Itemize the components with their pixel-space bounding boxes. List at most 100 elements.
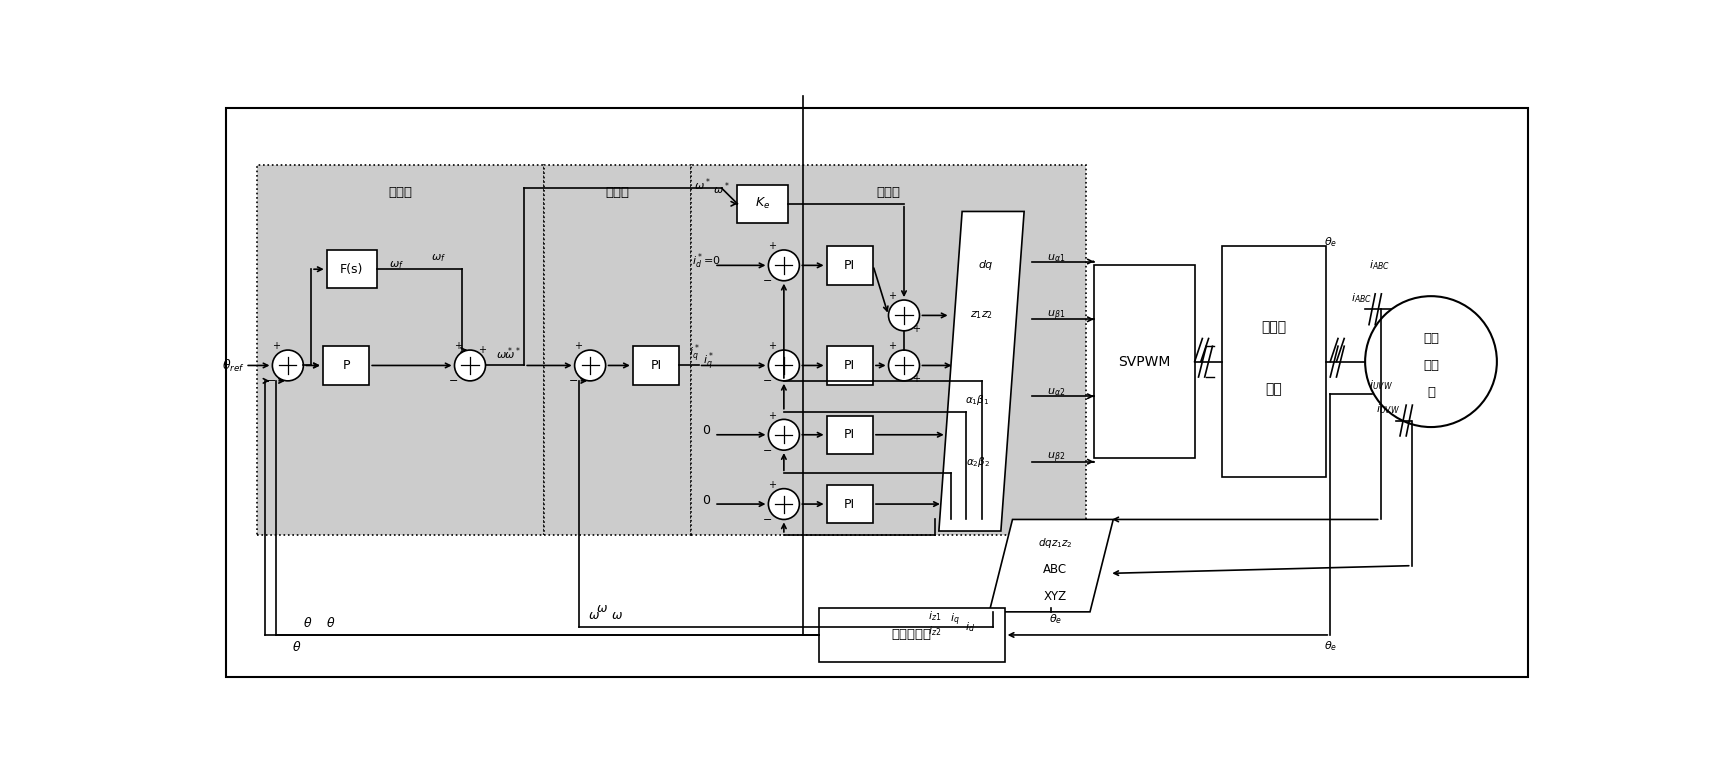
Text: $\theta$: $\theta$ (326, 616, 336, 630)
Text: +: + (888, 341, 896, 351)
Text: $i_d$: $i_d$ (965, 620, 975, 634)
Circle shape (768, 488, 799, 519)
Text: $\theta_e$: $\theta_e$ (1323, 639, 1337, 653)
Circle shape (768, 420, 799, 450)
Circle shape (768, 350, 799, 381)
Text: $\omega$: $\omega$ (588, 609, 600, 622)
Text: 旋转变压器: 旋转变压器 (891, 628, 932, 642)
Text: $i_d^*$=0: $i_d^*$=0 (692, 252, 720, 272)
Circle shape (768, 250, 799, 281)
Text: $-$: $-$ (266, 375, 276, 385)
Text: $i_q^*$: $i_q^*$ (689, 343, 701, 365)
Text: 变器: 变器 (1265, 382, 1282, 396)
Text: +: + (768, 341, 776, 351)
Text: $u_{\alpha1}$: $u_{\alpha1}$ (1047, 252, 1066, 264)
FancyBboxPatch shape (632, 346, 679, 385)
FancyBboxPatch shape (826, 485, 872, 523)
Circle shape (273, 350, 303, 381)
Text: 0: 0 (703, 494, 710, 507)
Text: $u_{\beta1}$: $u_{\beta1}$ (1047, 308, 1066, 323)
FancyBboxPatch shape (322, 346, 369, 385)
Text: PI: PI (845, 428, 855, 441)
Text: SVPWM: SVPWM (1118, 354, 1171, 368)
Circle shape (454, 350, 485, 381)
Text: $\omega^*$: $\omega^*$ (694, 176, 711, 193)
Text: 0: 0 (703, 424, 710, 437)
Text: 机: 机 (1428, 386, 1435, 399)
Text: 位置环: 位置环 (389, 186, 413, 199)
Text: +: + (912, 375, 920, 385)
Text: $-$: $-$ (761, 513, 771, 523)
Circle shape (574, 350, 605, 381)
Text: 速度环: 速度环 (605, 186, 629, 199)
Text: $K_e$: $K_e$ (754, 197, 770, 211)
Circle shape (888, 350, 919, 381)
FancyBboxPatch shape (543, 166, 691, 535)
FancyBboxPatch shape (826, 246, 872, 285)
Text: PI: PI (845, 498, 855, 511)
Text: +: + (768, 480, 776, 490)
Text: $\omega^*$: $\omega^*$ (504, 346, 521, 362)
Text: +: + (768, 410, 776, 420)
Text: $i_q$: $i_q$ (950, 611, 960, 628)
Text: $u_{\alpha2}$: $u_{\alpha2}$ (1047, 386, 1066, 399)
Text: +: + (768, 241, 776, 251)
Text: ABC: ABC (1044, 563, 1068, 576)
Text: $\omega_f$: $\omega_f$ (432, 252, 447, 264)
Text: $-$: $-$ (761, 274, 771, 284)
Text: $\alpha_2\beta_2$: $\alpha_2\beta_2$ (965, 454, 989, 469)
FancyBboxPatch shape (737, 184, 788, 223)
FancyBboxPatch shape (1094, 265, 1195, 458)
Text: +: + (478, 345, 485, 355)
Text: $i_{UVW}$: $i_{UVW}$ (1376, 402, 1400, 416)
Text: +: + (273, 341, 281, 351)
Text: $\theta_e$: $\theta_e$ (1049, 613, 1061, 626)
Text: $\theta_e$: $\theta_e$ (1323, 235, 1337, 249)
Text: $\theta$: $\theta$ (303, 616, 312, 630)
Text: $\theta$: $\theta$ (291, 639, 302, 653)
Text: PI: PI (845, 359, 855, 372)
Text: +: + (888, 291, 896, 301)
Text: $-$: $-$ (761, 375, 771, 385)
Text: +: + (454, 341, 463, 351)
Text: 相电: 相电 (1423, 359, 1440, 372)
Text: $\omega_f$: $\omega_f$ (389, 259, 405, 271)
Text: $\omega$: $\omega$ (612, 609, 624, 622)
Text: 六相逆: 六相逆 (1262, 320, 1287, 334)
Text: $z_1z_2$: $z_1z_2$ (970, 310, 992, 321)
Text: dq: dq (979, 260, 992, 270)
Text: XYZ: XYZ (1044, 590, 1066, 603)
Text: $dqz_1z_2$: $dqz_1z_2$ (1037, 536, 1073, 550)
Text: PI: PI (845, 259, 855, 272)
Text: $\alpha_1\beta_1$: $\alpha_1\beta_1$ (965, 393, 989, 407)
FancyBboxPatch shape (826, 416, 872, 454)
Polygon shape (939, 211, 1025, 531)
Text: $\theta_{ref}$: $\theta_{ref}$ (223, 358, 245, 374)
FancyBboxPatch shape (826, 346, 872, 385)
FancyBboxPatch shape (819, 608, 1004, 662)
Text: P: P (343, 359, 350, 372)
Text: F(s): F(s) (339, 262, 363, 276)
Text: $u_{\beta2}$: $u_{\beta2}$ (1047, 450, 1066, 465)
Text: $\omega$: $\omega$ (596, 601, 608, 615)
FancyBboxPatch shape (257, 166, 543, 535)
Text: $-$: $-$ (567, 375, 578, 385)
Text: $-$: $-$ (447, 375, 458, 385)
FancyBboxPatch shape (327, 250, 377, 289)
Text: $\omega^*$: $\omega^*$ (713, 180, 730, 197)
Text: 双三: 双三 (1423, 332, 1440, 345)
Text: PI: PI (650, 359, 662, 372)
Text: $i_q^*$: $i_q^*$ (703, 351, 715, 373)
Text: $i_{UVW}$: $i_{UVW}$ (1369, 378, 1393, 392)
Text: $i_{ABC}$: $i_{ABC}$ (1351, 291, 1371, 305)
Text: $i_{z1}$: $i_{z1}$ (929, 609, 941, 622)
Text: +: + (574, 341, 583, 351)
Text: $i_{ABC}$: $i_{ABC}$ (1369, 259, 1390, 272)
Text: $\omega^*$: $\omega^*$ (497, 346, 514, 362)
Polygon shape (989, 519, 1114, 612)
FancyBboxPatch shape (691, 166, 1087, 535)
FancyBboxPatch shape (1222, 246, 1327, 477)
Circle shape (1364, 296, 1496, 427)
Text: 电流环: 电流环 (876, 186, 900, 199)
Circle shape (888, 300, 919, 330)
